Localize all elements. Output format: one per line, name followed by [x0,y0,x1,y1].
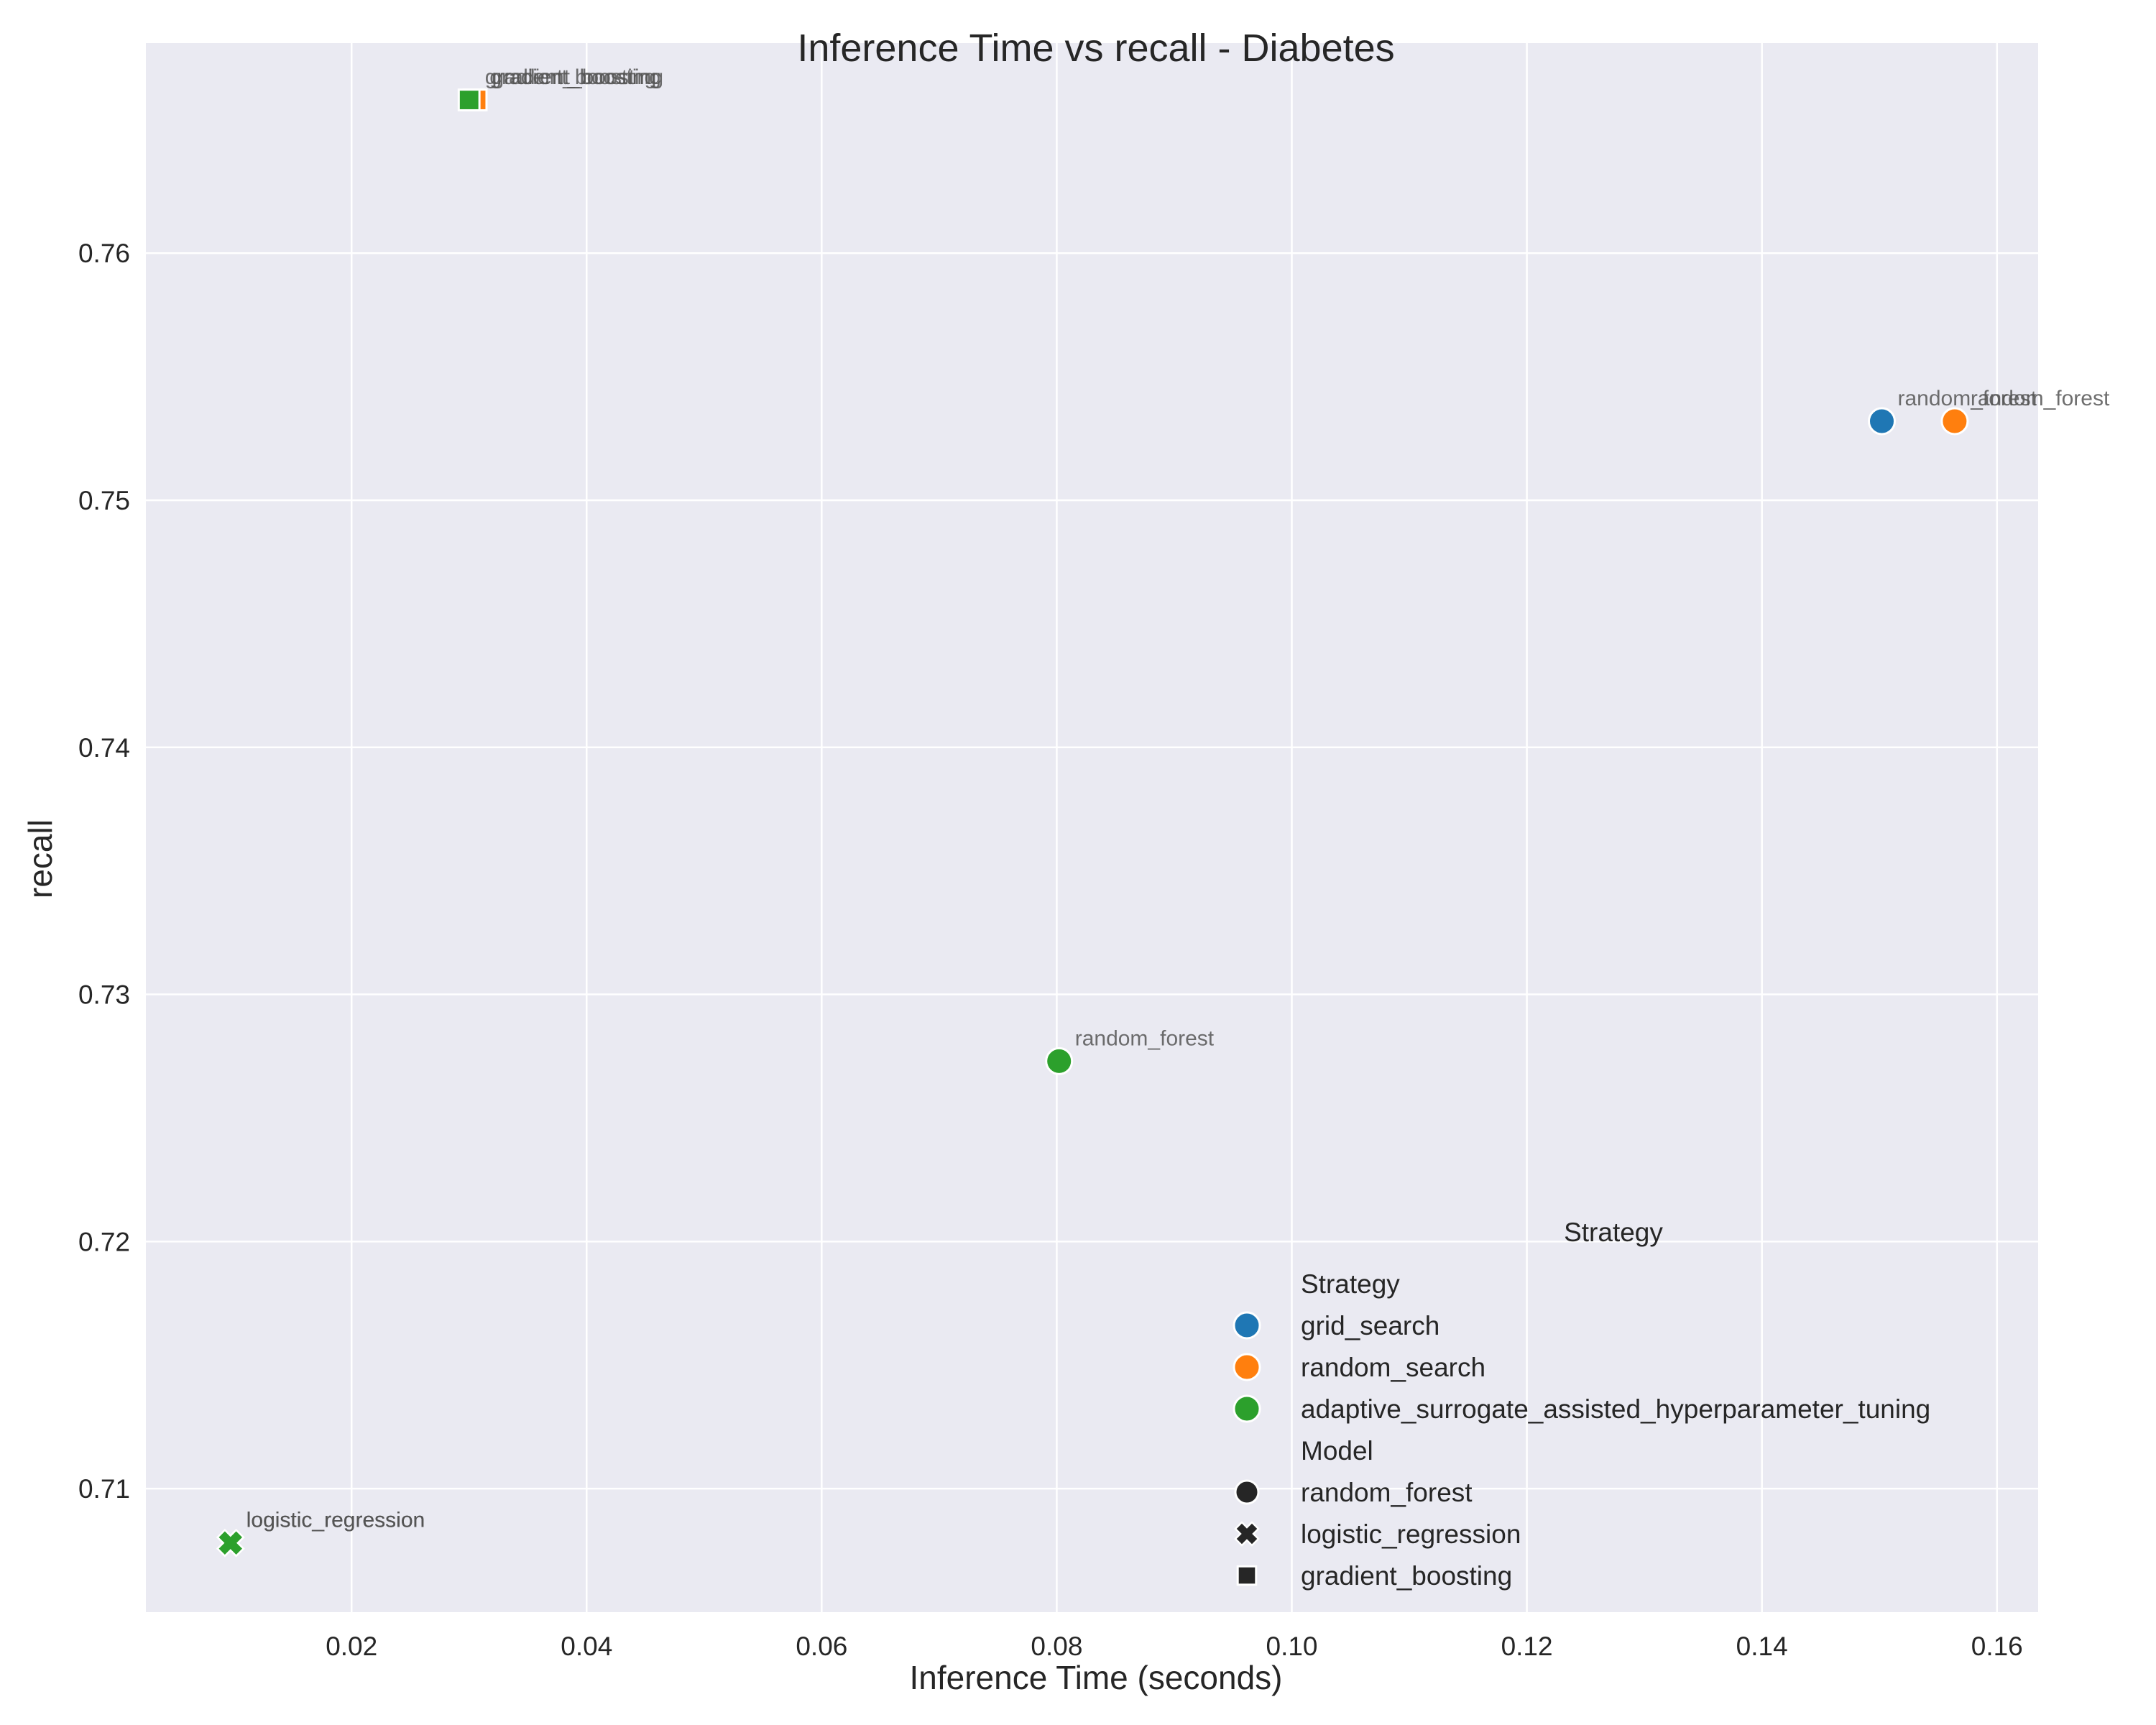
legend-outer-title: Strategy [1564,1218,1663,1247]
legend-entry: random_forest [1301,1478,1473,1507]
plot-area [146,43,2038,1612]
legend-entry: adaptive_surrogate_assisted_hyperparamet… [1301,1394,1930,1424]
data-point-random_forest [1867,407,1896,436]
y-tick-label: 0.72 [78,1227,130,1256]
y-tick-label: 0.74 [78,733,130,763]
x-tick-label: 0.12 [1501,1632,1553,1661]
x-axis-label: Inference Time (seconds) [909,1659,1282,1696]
point-label: gradient_boosting [489,65,661,89]
legend-marker [1233,1394,1261,1423]
x-tick-label: 0.08 [1031,1632,1082,1661]
legend-entry: gradient_boosting [1301,1561,1512,1591]
legend-entry: random_search [1301,1353,1485,1382]
x-tick-label: 0.10 [1266,1632,1318,1661]
data-points [216,88,1969,1558]
point-labels: logistic_regressionlogistic_regressionlo… [247,65,2110,1532]
data-point-logistic_regression [216,1528,245,1558]
legend-entry: logistic_regression [1301,1519,1521,1549]
x-tick-label: 0.06 [796,1632,847,1661]
grid-lines [146,43,2038,1612]
legend: Strategy Strategy grid_search random_search… [1233,1218,1930,1591]
point-label: logistic_regression [247,1509,425,1532]
point-label: gradient_boosting [492,65,664,89]
chart-title: Inference Time vs recall - Diabetes [797,27,1394,70]
x-tick-label: 0.16 [1971,1632,2023,1661]
y-tick-label: 0.71 [78,1474,130,1504]
point-label: random_forest [1075,1026,1215,1050]
data-point-gradient_boosting [457,88,481,111]
x-tick-label: 0.02 [326,1632,377,1661]
y-tick-label: 0.73 [78,980,130,1010]
legend-marker [1233,1353,1261,1381]
x-tick-label: 0.04 [561,1632,612,1661]
legend-entry: grid_search [1301,1311,1439,1340]
point-label: logistic_regression [247,1509,425,1532]
point-label: random_forest [1971,387,2110,410]
x-tick-label: 0.14 [1736,1632,1788,1661]
point-label: logistic_regression [247,1509,425,1532]
point-label: random_forest [1897,387,2037,410]
legend-strategy-title: Strategy [1301,1269,1400,1299]
legend-marker [1234,1479,1260,1505]
axes: 0.02 0.04 0.06 0.08 0.10 0.12 0.14 0.16 0.71 0.72… [78,239,2023,1661]
data-point-random_forest [1045,1046,1074,1075]
y-tick-label: 0.75 [78,486,130,515]
legend-marker [1233,1311,1261,1340]
y-axis-label: recall [22,819,59,898]
y-tick-label: 0.76 [78,239,130,268]
legend-marker [1234,1521,1260,1547]
legend-model-title: Model [1301,1436,1373,1466]
legend-marker [1236,1565,1258,1586]
point-label: gradient_boosting [485,65,657,89]
data-point-random_forest [1940,407,1969,436]
